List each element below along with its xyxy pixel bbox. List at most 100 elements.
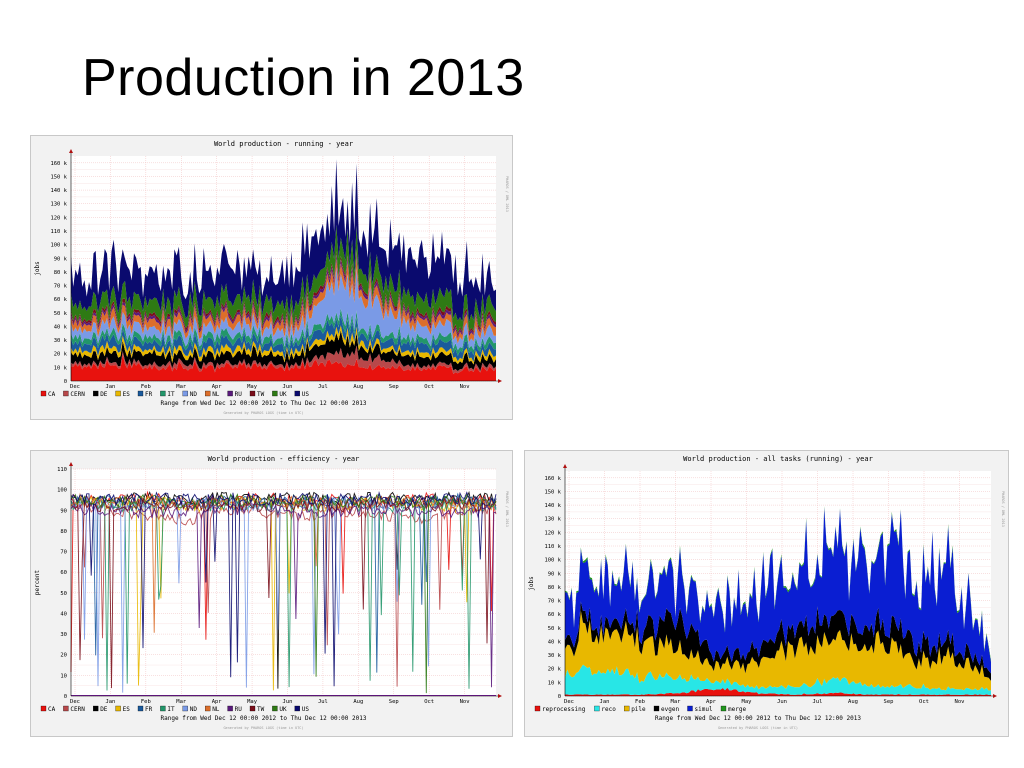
efficiency-ytick-label: 70 [60, 550, 67, 556]
running-xtick-label: Jun [283, 384, 293, 390]
efficiency-series-us [70, 490, 497, 687]
running-xtick-label: May [247, 384, 258, 390]
running-legend-swatch-it [160, 390, 166, 397]
running-ytick-label: 70 k [54, 284, 68, 290]
efficiency-legend-swatch-cern [63, 705, 69, 712]
alltasks-side-text: PHAROS / DML 2013 [1001, 491, 1005, 527]
efficiency-ytick-label: 20 [60, 653, 67, 659]
running-xtick-label: Sep [389, 384, 399, 390]
alltasks-series-evgen [565, 601, 991, 681]
running-legend-swatch-ca [40, 390, 47, 397]
efficiency-legend-label-cern: CERN [70, 706, 85, 713]
alltasks-range-text: Range from Wed Dec 12 00:00 2012 to Thu … [655, 715, 861, 722]
alltasks-xtick-label: Jul [813, 699, 823, 705]
running-ytick-label: 150 k [50, 174, 67, 180]
alltasks-xtick-label: Jan [600, 699, 610, 705]
efficiency-legend-label-de: DE [100, 706, 108, 713]
alltasks-x-axis-arrow [993, 694, 997, 698]
efficiency-x-axis-arrow [498, 694, 502, 698]
running-ytick-label: 80 k [54, 270, 68, 276]
running-ytick-label: 100 k [50, 243, 67, 249]
running-series-cern [71, 345, 496, 374]
running-series-nl [71, 257, 496, 344]
efficiency-legend-label-es: ES [123, 706, 131, 713]
alltasks-ytick-label: 90 k [548, 571, 562, 577]
running-ytick-label: 160 k [50, 161, 67, 167]
running-xtick-label: Dec [70, 384, 80, 390]
running-legend-label-es: ES [123, 391, 131, 398]
running-legend-swatch-de [93, 390, 99, 397]
running-ytick-label: 120 k [50, 215, 67, 221]
running-ytick-label: 60 k [54, 297, 68, 303]
running-xtick-label: Nov [460, 384, 471, 390]
efficiency-range-text: Range from Wed Dec 12 00:00 2012 to Thu … [161, 715, 367, 722]
alltasks-ytick-label: 70 k [548, 599, 562, 605]
efficiency-legend-swatch-uk [272, 705, 278, 712]
alltasks-legend-swatch-pile [624, 705, 630, 712]
efficiency-xtick-label: Jul [318, 699, 328, 705]
running-ytick-label: 50 k [54, 311, 68, 317]
running-legend-label-fr: FR [145, 391, 153, 398]
running-legend-swatch-uk [272, 390, 278, 397]
alltasks-series-reprocessing [565, 687, 991, 696]
running-series-ca [71, 354, 496, 381]
efficiency-legend-label-it: IT [167, 706, 175, 713]
efficiency-ytick-label: 110 [57, 467, 67, 473]
efficiency-title: World production - efficiency - year [208, 455, 360, 463]
alltasks-xtick-label: May [742, 699, 753, 705]
running-legend-swatch-nl [205, 390, 211, 397]
running-legend-label-tw: TW [257, 391, 265, 398]
running-legend-swatch-us [294, 390, 300, 397]
running-series-es [71, 325, 496, 365]
running-ytick-label: 110 k [50, 229, 67, 235]
efficiency-ytick-label: 0 [64, 694, 67, 700]
alltasks-ytick-label: 30 k [548, 653, 562, 659]
alltasks-ytick-label: 20 k [548, 667, 562, 673]
efficiency-series-uk [70, 493, 497, 694]
efficiency-legend-label-fr: FR [145, 706, 153, 713]
efficiency-legend-swatch-ru [227, 705, 233, 712]
running-xtick-label: Oct [424, 384, 434, 390]
efficiency-xtick-label: Aug [353, 699, 363, 705]
running-legend-label-us: US [302, 391, 310, 398]
efficiency-legend-label-nl: NL [212, 706, 220, 713]
alltasks-ytick-label: 110 k [544, 544, 561, 550]
alltasks-legend-swatch-reprocessing [534, 705, 541, 712]
running-legend-swatch-fr [137, 390, 144, 397]
running-chart-panel: World production - running - year PHAROS … [30, 135, 513, 420]
alltasks-ytick-label: 160 k [544, 476, 561, 482]
running-xtick-label: Mar [176, 384, 187, 390]
efficiency-xtick-label: Jan [105, 699, 115, 705]
running-series-de [71, 330, 496, 371]
efficiency-ytick-label: 80 [60, 529, 67, 535]
running-series-group [71, 159, 496, 381]
efficiency-ylabel: percent [34, 569, 41, 595]
efficiency-ytick-label: 60 [60, 570, 67, 576]
efficiency-series-ru [70, 501, 497, 688]
alltasks-ytick-label: 130 k [544, 517, 561, 523]
running-legend-swatch-ru [227, 390, 233, 397]
alltasks-ytick-label: 50 k [548, 626, 562, 632]
running-ytick-label: 40 k [54, 324, 68, 330]
alltasks-xtick-label: Jun [777, 699, 787, 705]
efficiency-legend-swatch-us [294, 705, 300, 712]
running-legend-label-ru: RU [235, 391, 243, 398]
running-legend-label-it: IT [167, 391, 175, 398]
alltasks-xtick-label: Apr [706, 699, 717, 705]
running-series-uk [71, 224, 496, 334]
efficiency-xtick-label: Apr [212, 699, 223, 705]
efficiency-legend-label-tw: TW [257, 706, 265, 713]
running-xtick-label: Jan [105, 384, 115, 390]
alltasks-legend-label-merge: merge [728, 706, 746, 713]
alltasks-ytick-label: 80 k [548, 585, 562, 591]
running-side-text: PHAROS / DML 2013 [505, 176, 509, 212]
running-ytick-label: 0 [64, 379, 67, 385]
efficiency-legend-swatch-nl [205, 705, 211, 712]
alltasks-ylabel: jobs [528, 576, 535, 591]
alltasks-ytick-label: 120 k [544, 530, 561, 536]
alltasks-series-group [565, 506, 991, 696]
running-legend-swatch-cern [63, 390, 69, 397]
efficiency-generated-text: Generated by PHAROS LOGS (time in UTC) [223, 726, 303, 730]
alltasks-xtick-label: Aug [848, 699, 858, 705]
running-xtick-label: Jul [318, 384, 328, 390]
